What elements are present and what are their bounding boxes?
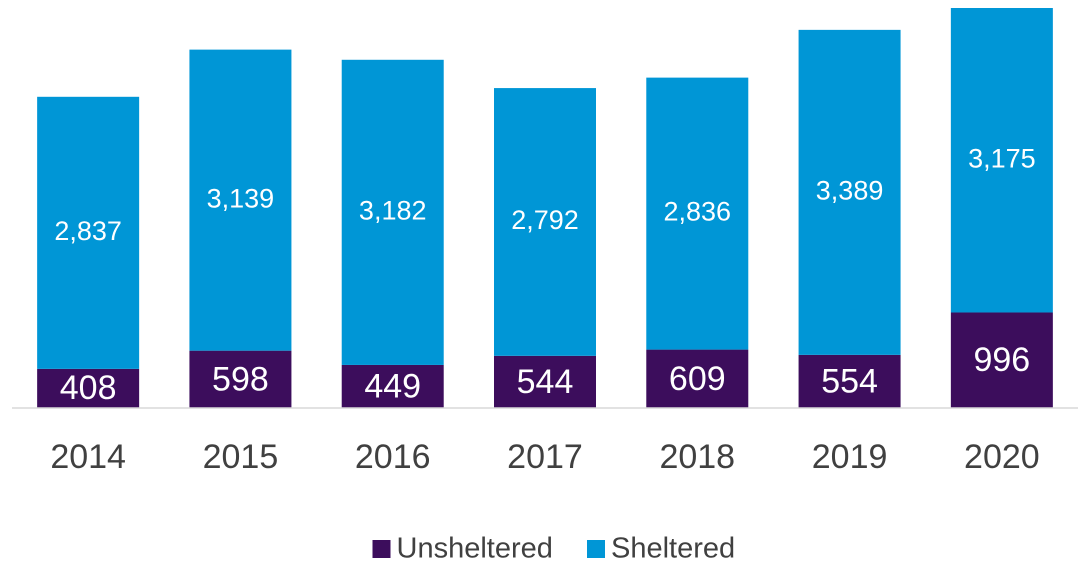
bar-segment — [37, 368, 140, 408]
data-label: 3,389 — [816, 175, 884, 205]
data-label: 996 — [973, 341, 1030, 379]
bar-segment — [341, 59, 444, 365]
bar-segment — [798, 354, 901, 408]
data-label: 2,837 — [54, 216, 122, 246]
x-tick-label: 2014 — [50, 438, 126, 476]
x-tick-label: 2019 — [812, 438, 888, 476]
bar-segment — [646, 77, 749, 350]
x-tick-label: 2017 — [507, 438, 583, 476]
data-label: 2,836 — [663, 197, 731, 227]
x-tick-label: 2020 — [964, 438, 1040, 476]
data-label: 449 — [364, 367, 421, 405]
bar-segment — [798, 29, 901, 355]
data-label: 2,792 — [511, 205, 579, 235]
data-label: 554 — [821, 362, 878, 400]
legend-swatch — [587, 540, 605, 558]
bar-segment — [646, 349, 749, 408]
legend-label: Sheltered — [611, 533, 735, 565]
bar-segment — [950, 312, 1053, 408]
x-tick-label: 2016 — [355, 438, 431, 476]
bar-segment — [37, 96, 140, 369]
data-label: 3,182 — [359, 195, 427, 225]
x-tick-label: 2015 — [203, 438, 279, 476]
data-label: 3,139 — [207, 183, 275, 213]
data-label: 544 — [517, 363, 574, 401]
bar-segment — [189, 350, 292, 408]
data-label: 609 — [669, 360, 726, 398]
bar-segment — [950, 8, 1053, 313]
bar-segment — [341, 364, 444, 408]
data-label: 3,175 — [968, 143, 1036, 173]
legend-label: Unsheltered — [397, 533, 553, 565]
bar-segment — [494, 88, 596, 356]
legend-swatch — [372, 540, 391, 558]
data-label: 598 — [212, 360, 269, 398]
x-tick-label: 2018 — [659, 438, 735, 476]
data-label: 408 — [60, 369, 117, 407]
bar-segment — [189, 49, 292, 351]
bar-segment — [494, 355, 596, 408]
